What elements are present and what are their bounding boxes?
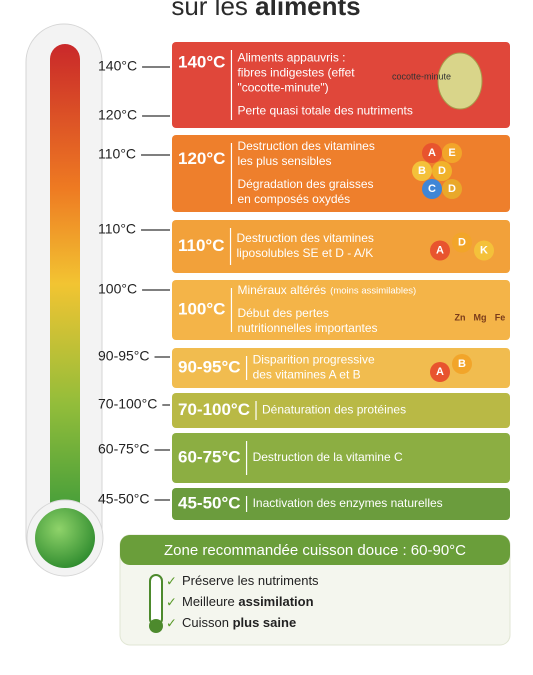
scale-label: 45-50°C — [98, 491, 150, 507]
scale-label: 140°C — [98, 58, 137, 74]
scale-label: 70-100°C — [98, 396, 157, 412]
band-temp: 110°C — [178, 236, 225, 255]
icon-bubble — [422, 143, 442, 163]
band — [172, 348, 510, 388]
band-temp: 45-50°C — [178, 493, 241, 512]
icon-letter: D — [438, 165, 446, 177]
item-regular: Cuisson — [182, 615, 229, 630]
icon-bubble — [432, 161, 452, 181]
icon-bubble — [430, 240, 450, 261]
mini-thermometer — [149, 574, 163, 626]
band-text: Dénaturation des protéines — [262, 403, 406, 417]
band-text: Dégradation des graisses — [237, 177, 373, 191]
band-text: Disparition progressive — [253, 353, 375, 367]
title-text: sur les — [171, 0, 248, 21]
icon-letter: Zn — [455, 312, 466, 322]
item-text: Cuisson plus saine — [182, 615, 296, 630]
band-text: les plus sensibles — [237, 154, 331, 168]
check-mark: ✓ — [166, 594, 177, 609]
item-regular: Meilleure — [182, 594, 235, 609]
icon-letter: C — [428, 183, 436, 195]
item-bold: plus saine — [233, 615, 297, 630]
scale-label: 60-75°C — [98, 441, 150, 457]
band — [172, 280, 510, 340]
icon-letter: D — [448, 183, 456, 195]
scale-label: 110°C — [98, 146, 136, 162]
band-text: Début des pertes — [237, 306, 328, 320]
band-text: fibres indigestes (effet — [237, 66, 355, 80]
icon-bubble — [452, 354, 472, 374]
band-text: Minéraux altérés — [237, 283, 326, 297]
icon-bubble — [430, 362, 450, 382]
icon-letter: D — [458, 236, 466, 248]
item-text: Meilleure assimilation — [182, 594, 314, 609]
check-mark: ✓ — [166, 573, 177, 588]
icon-bubble — [422, 179, 442, 199]
band-text: Aliments appauvris : — [237, 51, 345, 65]
icon-label: cocotte-minute — [392, 71, 451, 81]
band-temp: 90-95°C — [178, 357, 241, 376]
band-text: nutritionnelles importantes — [237, 321, 377, 335]
title-bold: aliments — [255, 0, 361, 21]
icon-letter: K — [480, 244, 488, 256]
band-text: en composés oxydés — [237, 192, 350, 206]
icon-letter: Mg — [474, 312, 487, 322]
band-text: Inactivation des enzymes naturelles — [253, 496, 443, 510]
band-temp: 70-100°C — [178, 400, 250, 419]
icon-letter: A — [436, 366, 444, 378]
icon-letter: A — [428, 147, 436, 159]
band-text: "cocotte-minute") — [237, 81, 328, 95]
band-note: (moins assimilables) — [330, 286, 416, 297]
band-text: Destruction des vitamines — [237, 231, 374, 245]
scale-label: 90-95°C — [98, 348, 150, 364]
recommendation-header — [120, 535, 510, 565]
band-temp: 60-75°C — [178, 447, 241, 466]
icon-letter: A — [436, 244, 444, 256]
icon-bubble — [442, 179, 462, 199]
icon-bubble — [452, 232, 472, 253]
mini-bulb — [149, 619, 163, 633]
scale-label: 120°C — [98, 107, 137, 123]
band — [172, 42, 510, 128]
icon-bubble — [474, 240, 494, 261]
title: sur les aliments — [171, 0, 360, 21]
icon-letter: Fe — [495, 312, 506, 322]
recommendation-title: Zone recommandée cuisson douce : 60-90°C — [164, 542, 466, 559]
icon-letter: B — [458, 358, 466, 370]
scale-label: 100°C — [98, 281, 137, 297]
icon-bubble — [412, 161, 432, 181]
thermometer-bulb — [35, 508, 95, 568]
item-text: Préserve les nutriments — [182, 573, 319, 588]
band — [172, 220, 510, 273]
item-bold: assimilation — [238, 594, 313, 609]
band-temp: 140°C — [178, 52, 225, 71]
band-temp: 120°C — [178, 149, 225, 168]
band-text: liposolubles SE et D - A/K — [237, 246, 374, 260]
band-text: Destruction des vitamines — [237, 139, 374, 153]
thermometer-tube — [50, 44, 80, 524]
apple-icon — [437, 52, 483, 110]
band-temp: 100°C — [178, 299, 225, 318]
band-text: Destruction de la vitamine C — [253, 450, 403, 464]
scale-label: 110°C — [98, 221, 136, 237]
icon-letter: B — [418, 165, 426, 177]
check-mark: ✓ — [166, 615, 177, 630]
band-text: Perte quasi totale des nutriments — [237, 104, 412, 118]
band — [172, 488, 510, 520]
band-text: des vitamines A et B — [253, 368, 361, 382]
item-regular: Préserve les nutriments — [182, 573, 319, 588]
band — [172, 433, 510, 483]
icon-letter: E — [448, 147, 455, 159]
icon-bubble — [442, 143, 462, 163]
